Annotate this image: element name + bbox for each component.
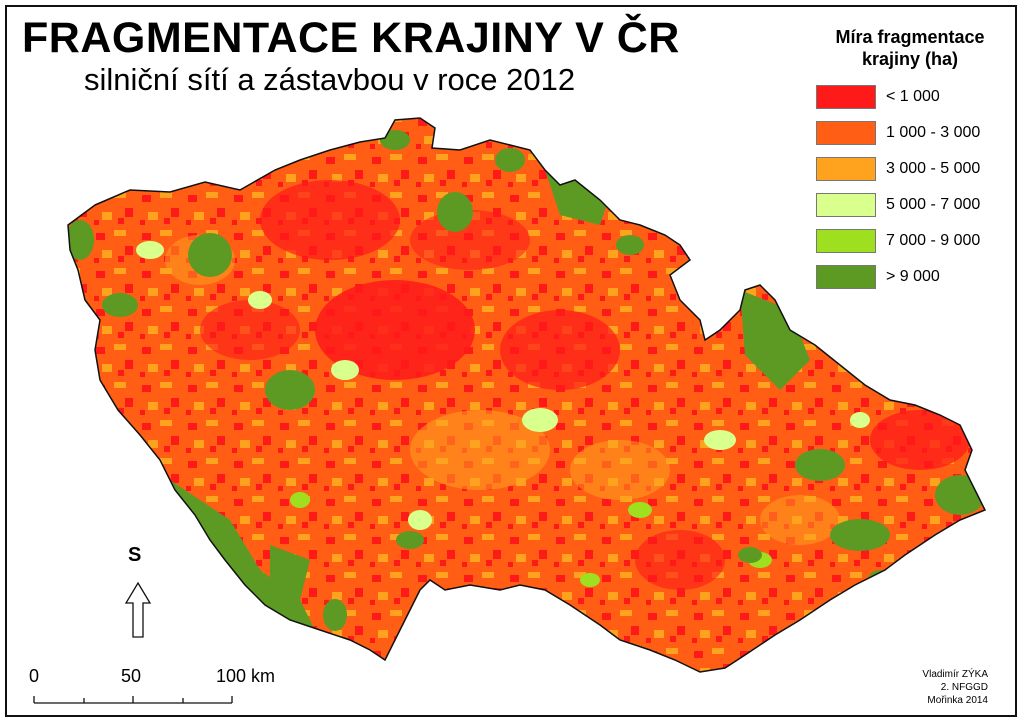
legend-swatch [816,121,876,145]
legend-swatch [816,229,876,253]
legend-item: > 9 000 [816,264,940,290]
credits-author: Vladimír ZÝKA [922,669,988,680]
legend-swatch [816,193,876,217]
legend-title-line1: Míra fragmentace [835,27,985,47]
legend-label: 5 000 - 7 000 [886,196,981,213]
legend-item: 1 000 - 3 000 [816,120,980,146]
scale-label-0: 0 [29,666,40,686]
legend-item: 7 000 - 9 000 [816,228,980,254]
north-label: S [128,544,142,566]
legend-label: 1 000 - 3 000 [886,124,981,141]
legend-label: 3 000 - 5 000 [886,160,981,177]
legend-item: 5 000 - 7 000 [816,192,980,218]
map-title: FRAGMENTACE KRAJINY V ČR [22,14,680,62]
legend-swatch [816,85,876,109]
credits-place-year: Mořinka 2014 [927,695,988,706]
legend-label: > 9 000 [886,268,940,285]
legend-swatch [816,157,876,181]
legend-title: Míra fragmentace krajiny (ha) [810,26,1010,70]
legend-label: < 1 000 [886,88,940,105]
legend-item: < 1 000 [816,84,940,110]
scale-label-100: 100 km [216,666,276,686]
legend-title-line2: krajiny (ha) [861,49,959,69]
scale-label-50: 50 [121,666,142,686]
legend-item: 3 000 - 5 000 [816,156,980,182]
legend-label: 7 000 - 9 000 [886,232,981,249]
credits-event: 2. NFGGD [940,682,988,693]
scale-bar [33,696,233,704]
legend-swatch [816,265,876,289]
north-arrow-icon [124,581,152,638]
map-subtitle: silniční sítí a zástavbou v roce 2012 [84,62,576,97]
credits: Vladimír ZÝKA 2. NFGGD Mořinka 2014 [922,668,988,707]
